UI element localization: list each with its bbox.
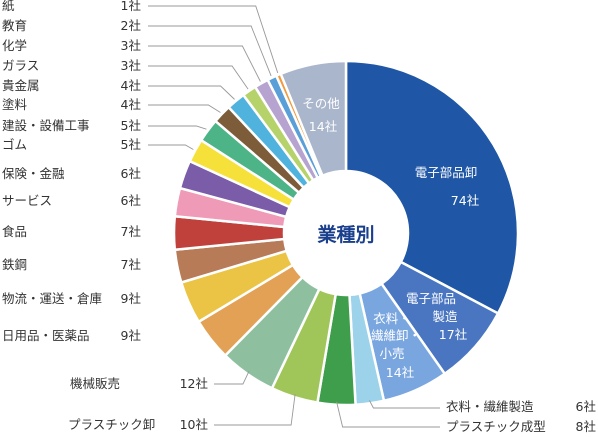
slice-21-label: 紙	[2, 0, 15, 13]
slice-17-leader	[148, 85, 235, 100]
slice-3-label-line2: 繊維卸・	[371, 328, 421, 343]
slice-11-label: 食品	[2, 224, 27, 239]
slice-6-leader	[214, 394, 296, 426]
slice-16-leader	[148, 104, 221, 113]
slice-21-leader	[148, 5, 279, 74]
slice-2-label-line1: 電子部品	[406, 291, 456, 306]
slice-12-label: サービス	[2, 193, 52, 208]
slice-7-value: 12社	[180, 376, 208, 391]
slice-6-value: 10社	[180, 417, 208, 432]
slice-18-value: 3社	[121, 58, 141, 73]
slice-18-leader	[148, 65, 249, 90]
slice-15-label: 建設・設備工事	[2, 118, 90, 133]
slice-10-value: 7社	[121, 257, 141, 272]
slice-8-value: 9社	[121, 328, 141, 343]
slice-1	[344, 59, 520, 316]
slice-17-value: 4社	[121, 78, 141, 93]
slice-15-leader	[148, 125, 207, 130]
slice-4-leader	[369, 400, 440, 409]
slice-7-label: 機械販売	[70, 376, 120, 391]
slice-5-label: プラスチック成型	[446, 419, 546, 434]
slice-3-label-line1: 衣料・	[373, 311, 411, 326]
slice-19-value: 3社	[121, 38, 141, 53]
slice-16-label: 塗料	[2, 97, 28, 112]
slice-14-leader	[148, 144, 194, 150]
slice-5-leader	[336, 401, 440, 428]
slice-2-label-line2: 製造	[432, 309, 458, 324]
slice-3-value: 14社	[386, 365, 414, 380]
slice-8-label: 日用品・医薬品	[2, 328, 90, 343]
slice-21-value: 1社	[121, 0, 141, 13]
slice-4-label: 衣料・繊維製造	[446, 399, 534, 414]
slice-19-leader	[148, 45, 261, 82]
slice-2-value: 17社	[439, 327, 467, 342]
slice-14-value: 5社	[121, 137, 141, 152]
slice-9-value: 9社	[121, 291, 141, 306]
slice-22	[279, 59, 348, 178]
slice-11-value: 7社	[121, 224, 141, 239]
slice-17-label: 貴金属	[2, 78, 40, 93]
center-label: 業種別	[316, 223, 374, 246]
slice-1-label: 電子部品卸	[415, 165, 478, 180]
slice-16-value: 4社	[121, 97, 141, 112]
slice-4-value: 6社	[576, 399, 596, 414]
slice-3-label-line3: 小売	[379, 346, 404, 361]
slice-20-leader	[148, 25, 272, 77]
slice-12-value: 6社	[121, 193, 141, 208]
slice-18-label: ガラス	[2, 58, 39, 73]
donut-slices	[172, 59, 520, 407]
slice-22-label: その他	[302, 96, 340, 111]
slice-22-value: 14社	[309, 119, 337, 134]
slice-13-value: 6社	[121, 166, 141, 181]
leader-lines	[148, 5, 440, 428]
slice-1-value: 74社	[451, 193, 479, 208]
slice-9-label: 物流・運送・倉庫	[2, 291, 102, 306]
slice-14-label: ゴム	[2, 137, 27, 152]
slice-20-label: 教育	[2, 18, 27, 33]
slice-19-label: 化学	[2, 38, 27, 53]
slice-20-value: 2社	[121, 18, 141, 33]
slice-15-value: 5社	[121, 118, 141, 133]
slice-13-label: 保険・金融	[2, 166, 65, 181]
slice-10-label: 鉄鋼	[2, 257, 27, 272]
slice-5-value: 8社	[576, 419, 596, 434]
slice-6-label: プラスチック卸	[68, 417, 155, 432]
slice-7-leader	[214, 371, 250, 385]
